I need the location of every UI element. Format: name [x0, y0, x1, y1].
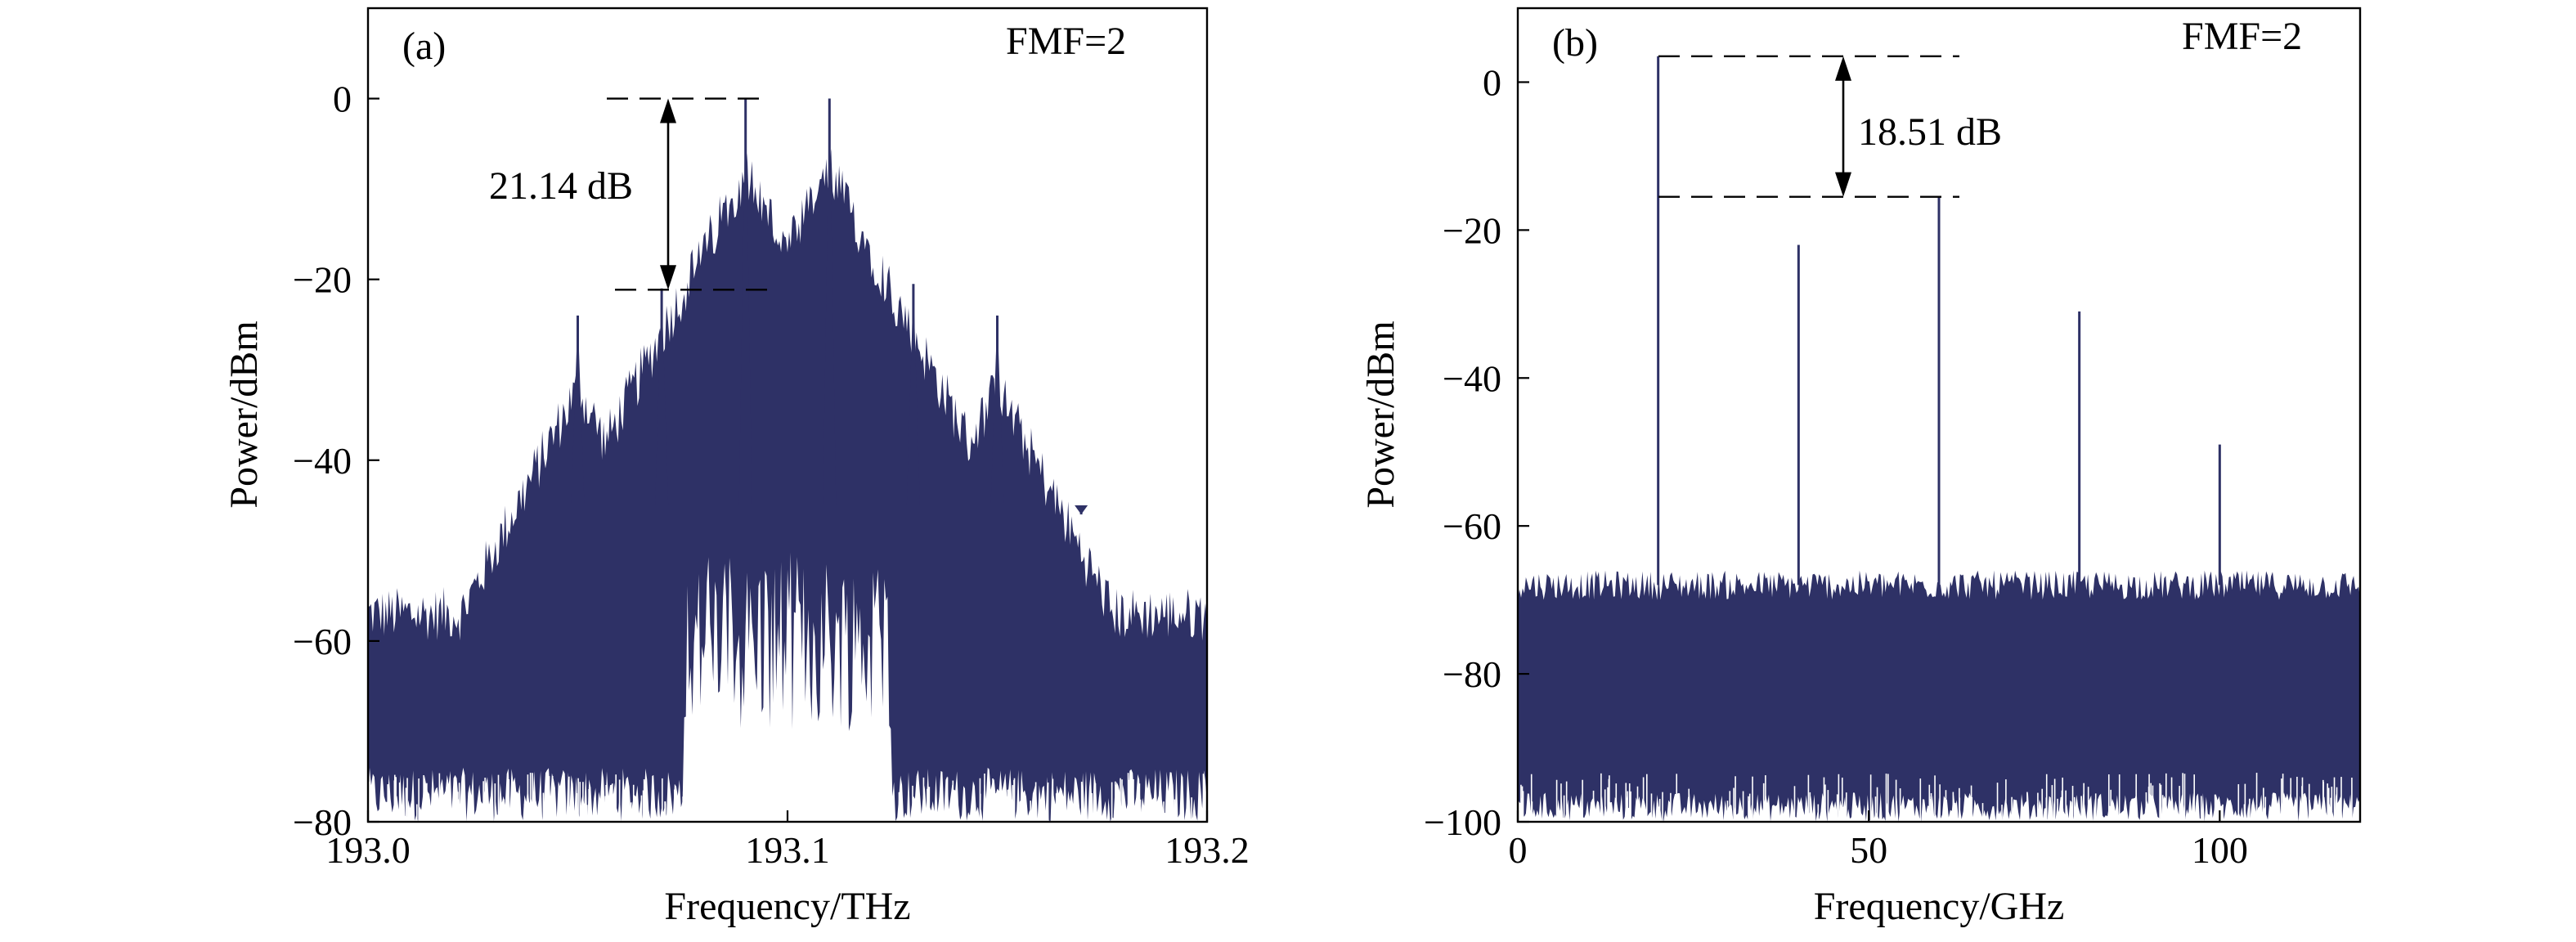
y-tick-label: −40 [293, 440, 352, 482]
panel-a-db-value: 21.14 dB [489, 164, 633, 208]
panel-a-ticks: 193.0 193.1 193.2 0 −20 −40 −60 −80 [293, 78, 1250, 871]
x-tick-label: 100 [2192, 829, 2248, 871]
y-tick-label: −80 [293, 801, 352, 843]
panel-b-db-annotation: 18.51 dB [1658, 55, 2002, 198]
x-tick-label: 193.2 [1165, 829, 1250, 871]
peak-body [906, 284, 920, 506]
peak-body [1075, 505, 1088, 515]
panel-b-x-axis-label: Frequency/GHz [1814, 885, 2065, 928]
y-tick-label: −40 [1443, 357, 1501, 399]
x-tick-label: 0 [1509, 829, 1528, 871]
panel-a-y-axis-label: Power/dBm [222, 321, 266, 508]
panel-a-chart: 193.0 193.1 193.2 0 −20 −40 −60 −80 (a) FMF=2 F… [222, 7, 1250, 928]
y-tick-label: −60 [1443, 505, 1501, 547]
y-tick-label: 0 [1483, 61, 1501, 103]
peak-body [571, 315, 585, 506]
panel-a-spectrum [368, 148, 1207, 822]
panel-b-arrowhead-down [1835, 172, 1851, 197]
panel-b-y-axis-label: Power/dBm [1359, 321, 1402, 508]
panel-b-fmf-label: FMF=2 [2182, 15, 2302, 58]
y-tick-label: −100 [1424, 801, 1501, 843]
peak-body [655, 288, 669, 506]
spectrum-fill [1518, 570, 2360, 822]
panel-b-chart: 0 50 100 0 −20 −40 −60 −80 −100 (b) FMF=2 Freque… [1359, 7, 2362, 928]
panel-b-ticks: 0 50 100 0 −20 −40 −60 −80 −100 [1424, 61, 2248, 871]
y-tick-label: −60 [293, 621, 352, 662]
panel-b-db-value: 18.51 dB [1858, 110, 2002, 154]
x-tick-label: 50 [1850, 829, 1887, 871]
spectrum-fill [368, 148, 1207, 822]
panel-a-x-axis-label: Frequency/THz [664, 885, 910, 928]
panel-b-peak-lines [1657, 56, 2221, 585]
x-tick-label: 193.1 [745, 829, 830, 871]
panel-a-label: (a) [402, 25, 446, 68]
panel-b-frame [1516, 7, 2362, 823]
panel-a-peak-lines [571, 98, 1088, 515]
peak-body [823, 98, 837, 506]
panel-b-arrowhead-up [1835, 56, 1851, 81]
panel-a-fmf-label: FMF=2 [1006, 20, 1126, 63]
panel-b-label: (b) [1552, 21, 1598, 65]
y-tick-label: −20 [293, 259, 352, 301]
peak-body [990, 315, 1004, 506]
y-tick-label: −80 [1443, 653, 1501, 695]
y-tick-label: 0 [333, 78, 352, 120]
panel-a-arrowhead-down [660, 265, 676, 290]
panel-a-arrowhead-up [660, 98, 676, 123]
x-tick-label: 193.0 [325, 829, 411, 871]
peak-body [738, 98, 752, 506]
panel-a-db-annotation: 21.14 dB [489, 97, 773, 291]
y-tick-label: −20 [1443, 209, 1501, 251]
panel-b-spectrum [1518, 570, 2360, 822]
